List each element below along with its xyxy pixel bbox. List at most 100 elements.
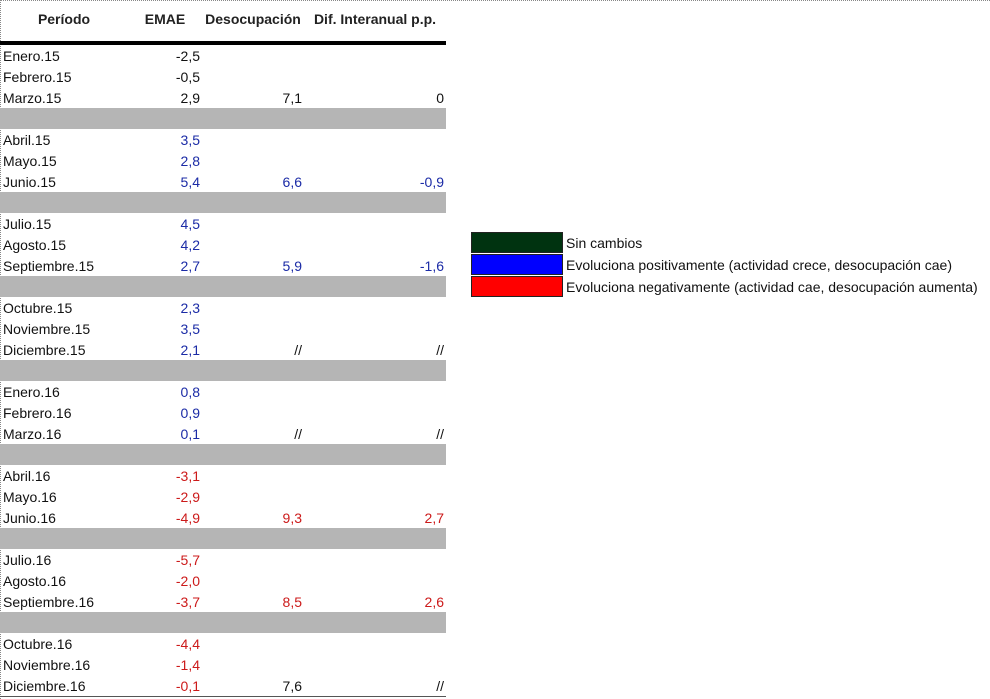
- cell-emae: 3,5: [180, 320, 200, 337]
- separator-cell: [304, 276, 446, 297]
- cell-dif-interanual: [304, 633, 446, 654]
- cell-dif-interanual: [304, 129, 446, 150]
- separator-row: [0, 612, 446, 633]
- cell-emae: -2,5: [175, 47, 200, 64]
- table-row: Octubre.15 2,3: [0, 297, 446, 318]
- cell-periodo: Febrero.16: [3, 404, 72, 421]
- cell-dif-interanual: [304, 570, 446, 591]
- cell-emae: 0,1: [180, 425, 200, 442]
- separator-cell: [202, 612, 304, 633]
- cell-emae: -1,4: [175, 656, 200, 673]
- cell-periodo: Junio.16: [3, 509, 56, 526]
- cell-desocupacion: [202, 465, 304, 486]
- separator-cell: [0, 360, 128, 381]
- cell-emae: 0,9: [180, 404, 200, 421]
- cell-periodo: Septiembre.16: [3, 593, 95, 610]
- separator-cell: [202, 276, 304, 297]
- left-border: [0, 0, 1, 699]
- legend-item: Evoluciona positivamente (actividad crec…: [471, 254, 978, 275]
- separator-cell: [202, 360, 304, 381]
- legend-label: Evoluciona positivamente (actividad crec…: [566, 256, 952, 273]
- cell-periodo: Abril.16: [3, 467, 51, 484]
- cell-dif-interanual: [304, 213, 446, 234]
- separator-cell: [304, 360, 446, 381]
- cell-dif-interanual: 2,7: [424, 509, 444, 526]
- cell-dif-interanual: [304, 486, 446, 507]
- cell-dif-interanual: -1,6: [419, 257, 444, 274]
- cell-desocupacion: 7,6: [202, 675, 304, 697]
- cell-desocupacion: 8,5: [282, 593, 302, 610]
- table-row: Septiembre.15 2,7 5,9 -1,6: [0, 255, 446, 276]
- cell-emae: 2,1: [180, 341, 200, 358]
- separator-cell: [202, 108, 304, 129]
- separator-cell: [304, 192, 446, 213]
- cell-emae: 2,3: [180, 299, 200, 316]
- cell-periodo: Abril.15: [3, 131, 51, 148]
- legend-swatch: [471, 276, 563, 297]
- table-row: Septiembre.16 -3,7 8,5 2,6: [0, 591, 446, 612]
- cell-desocupacion: [202, 633, 304, 654]
- cell-emae: -4,4: [175, 635, 200, 652]
- table-row: Enero.16 0,8: [0, 381, 446, 402]
- table-row: Julio.15 4,5: [0, 213, 446, 234]
- separator-row: [0, 108, 446, 129]
- cell-desocupacion: [202, 43, 304, 66]
- table-row: Junio.16 -4,9 9,3 2,7: [0, 507, 446, 528]
- cell-desocupacion: 5,9: [282, 257, 302, 274]
- table-row: Diciembre.16 -0,1 7,6//: [0, 675, 446, 697]
- header-dif-interanual: Dif. Interanual p.p.: [304, 6, 446, 45]
- cell-periodo: Mayo.16: [3, 488, 57, 505]
- cell-dif-interanual: [304, 297, 446, 318]
- cell-emae: 2,9: [180, 89, 200, 106]
- cell-desocupacion: [202, 402, 304, 423]
- cell-periodo: Septiembre.15: [3, 257, 95, 274]
- table-body: Enero.15 -2,5 Febrero.15 -0,5 Marzo.15 2,9 7,1…: [0, 43, 446, 697]
- separator-cell: [0, 612, 128, 633]
- cell-periodo: Marzo.15: [3, 89, 62, 106]
- table-row: Agosto.15 4,2: [0, 234, 446, 255]
- cell-emae: -3,1: [175, 467, 200, 484]
- cell-periodo: Enero.16: [3, 383, 60, 400]
- cell-dif-interanual: [304, 43, 446, 66]
- cell-emae: 5,4: [180, 173, 200, 190]
- separator-cell: [128, 192, 202, 213]
- cell-dif-interanual: [304, 402, 446, 423]
- cell-dif-interanual: [304, 318, 446, 339]
- color-legend: Sin cambios Evoluciona positivamente (act…: [471, 232, 978, 298]
- separator-cell: [0, 276, 128, 297]
- cell-desocupacion: //: [294, 425, 302, 442]
- cell-desocupacion: [202, 213, 304, 234]
- separator-cell: [304, 444, 446, 465]
- cell-desocupacion: [202, 66, 304, 87]
- cell-periodo: Marzo.16: [3, 425, 62, 442]
- cell-desocupacion: [202, 381, 304, 402]
- header-emae: EMAE: [128, 6, 202, 45]
- header-row: Período EMAE Desocupación Dif. Interanua…: [0, 6, 446, 45]
- table-row: Marzo.15 2,9 7,1 0: [0, 87, 446, 108]
- cell-emae: -4,9: [175, 509, 200, 526]
- cell-emae: 2,8: [180, 152, 200, 169]
- cell-periodo: Noviembre.15: [3, 320, 91, 337]
- table-row: Julio.16 -5,7: [0, 549, 446, 570]
- separator-cell: [304, 612, 446, 633]
- cell-desocupacion: //: [294, 341, 302, 358]
- cell-emae: 3,5: [180, 131, 200, 148]
- cell-emae: -3,7: [175, 593, 200, 610]
- separator-row: [0, 360, 446, 381]
- separator-cell: [0, 192, 128, 213]
- cell-emae: -2,0: [175, 572, 200, 589]
- cell-dif-interanual: //: [436, 425, 444, 442]
- cell-periodo: Octubre.15: [3, 299, 73, 316]
- table-row: Mayo.15 2,8: [0, 150, 446, 171]
- legend-swatch: [471, 254, 563, 275]
- cell-dif-interanual: //: [304, 675, 446, 697]
- cell-desocupacion: [202, 234, 304, 255]
- table-row: Abril.16 -3,1: [0, 465, 446, 486]
- cell-emae: 4,2: [180, 236, 200, 253]
- table-row: Noviembre.16 -1,4: [0, 654, 446, 675]
- separator-cell: [128, 108, 202, 129]
- separator-row: [0, 528, 446, 549]
- cell-emae: -0,1: [128, 675, 202, 697]
- cell-periodo: Agosto.16: [3, 572, 67, 589]
- separator-cell: [304, 528, 446, 549]
